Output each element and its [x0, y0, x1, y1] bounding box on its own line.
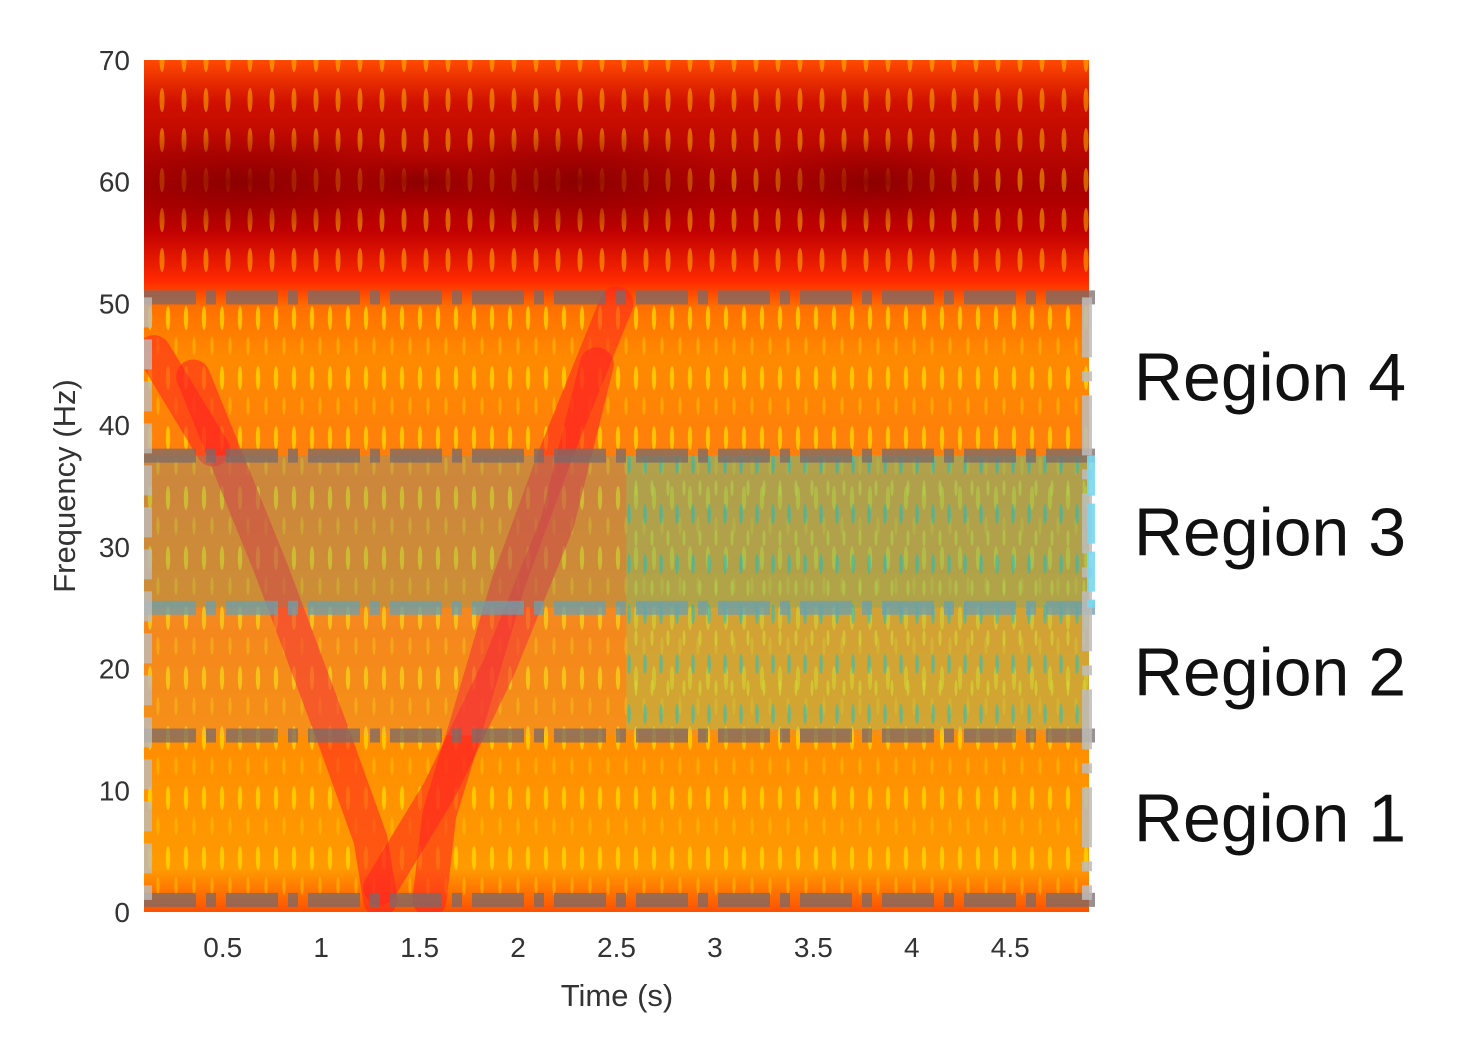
axes-layer: 0.5 1 1.5 2 2.5 3 3.5 4 4.5 0 10 20 30 40 50 60 70 — [99, 45, 1030, 963]
region-label-1: Region 1 — [1134, 781, 1406, 857]
x-tick-label: 2 — [510, 932, 526, 963]
x-axis-label: Time (s) — [561, 978, 674, 1013]
y-tick-label: 30 — [99, 532, 130, 563]
x-tick-label: 4 — [904, 932, 920, 963]
y-tick-label: 20 — [99, 654, 130, 685]
y-tick-label: 10 — [99, 775, 130, 806]
y-tick-label: 50 — [99, 288, 130, 319]
heatmap-blob — [417, 126, 738, 237]
region-label-2: Region 2 — [1134, 635, 1406, 711]
x-tick-label: 3.5 — [794, 932, 833, 963]
heatmap-ridge — [363, 347, 614, 905]
region-label-4: Region 4 — [1134, 339, 1406, 415]
x-tick-label: 1 — [313, 932, 329, 963]
x-tick-label: 0.5 — [203, 932, 242, 963]
region-2-tint — [144, 607, 1089, 736]
x-tick-label: 1.5 — [400, 932, 439, 963]
region-3-tint — [144, 455, 1089, 608]
y-tick-label: 0 — [114, 897, 130, 928]
x-tick-label: 4.5 — [991, 932, 1030, 963]
y-axis-label: Frequency (Hz) — [47, 379, 82, 593]
regions-layer: Region 1 Region 2 Region 3 Region 4 — [144, 290, 1406, 907]
heatmap-green-texture — [626, 455, 1089, 730]
heatmap-blob — [742, 136, 1003, 227]
heatmap-ridge — [144, 335, 230, 467]
plot-area — [144, 60, 1089, 912]
y-tick-label: 70 — [99, 45, 130, 76]
region-label-3: Region 3 — [1134, 495, 1406, 571]
heatmap-blob — [144, 126, 433, 237]
x-tick-label: 2.5 — [597, 932, 636, 963]
heatmap-blob — [329, 151, 510, 212]
y-tick-label: 60 — [99, 167, 130, 198]
y-tick-label: 40 — [99, 410, 130, 441]
x-tick-label: 3 — [707, 932, 723, 963]
